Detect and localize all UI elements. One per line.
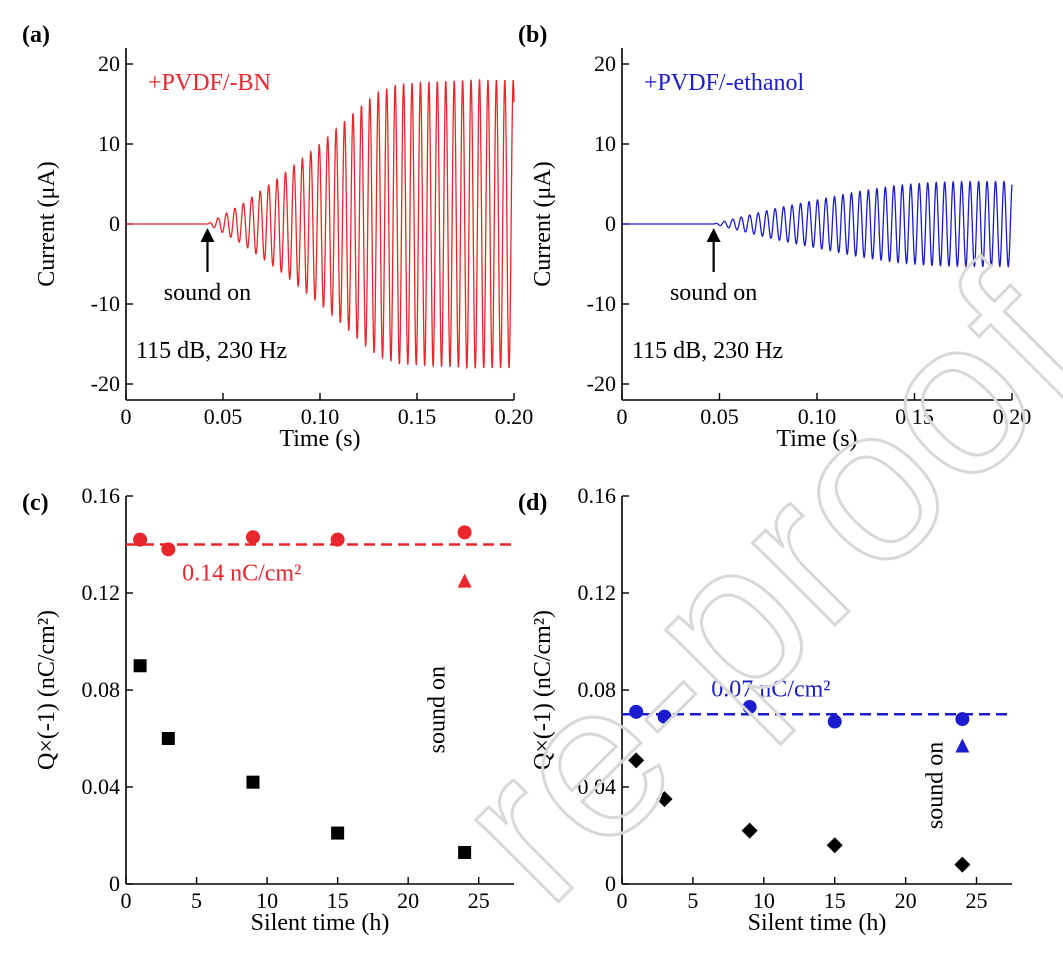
y-axis-label: Current (μA) xyxy=(34,161,60,287)
reference-label: 0.07 nC/cm² xyxy=(711,676,830,702)
data-point-diamond xyxy=(741,822,758,839)
data-point-circle xyxy=(955,712,970,727)
x-axis-label: Silent time (h) xyxy=(251,910,390,936)
data-point-circle xyxy=(657,709,672,724)
y-tick-label: 0.12 xyxy=(82,580,121,605)
data-point-square xyxy=(161,732,175,745)
current-trace xyxy=(126,78,515,370)
x-tick-label: 15 xyxy=(824,888,846,913)
x-tick-label: 0.10 xyxy=(798,404,837,429)
x-axis-label: Time (s) xyxy=(279,426,360,452)
panel-label: (b) xyxy=(518,22,547,48)
y-tick-label: 0.04 xyxy=(578,774,617,799)
sound-on-label: sound on xyxy=(670,280,757,306)
sound-on-arrowhead xyxy=(200,228,215,242)
x-tick-label: 0 xyxy=(617,888,628,913)
y-tick-label: -10 xyxy=(91,291,120,316)
x-tick-label: 10 xyxy=(753,888,775,913)
panel-a: (a) 0 0.05 0.10 0.15 0.20 -20 -10 0 10 20 Time (s) C… xyxy=(22,22,533,452)
y-tick-label: 20 xyxy=(98,51,120,76)
y-tick-label: 0.16 xyxy=(82,483,121,508)
series-label: +PVDF/-ethanol xyxy=(644,70,805,96)
y-tick-label: -10 xyxy=(587,291,616,316)
data-point-diamond xyxy=(954,856,971,873)
panel-d: (d) 0 5 10 15 20 25 0 0.04 0.08 0.12 0.16 Silent tim… xyxy=(518,483,1012,936)
sound-on-arrowhead xyxy=(955,738,970,753)
data-point-circle xyxy=(629,704,644,719)
x-tick-label: 0 xyxy=(121,404,132,429)
x-tick-label: 0.05 xyxy=(700,404,739,429)
data-point-diamond xyxy=(656,791,673,808)
y-tick-label: 20 xyxy=(594,51,616,76)
data-point-square xyxy=(246,775,260,789)
data-point-square xyxy=(331,826,345,840)
x-axis-label: Time (s) xyxy=(776,426,857,452)
x-tick-label: 0.20 xyxy=(993,404,1032,429)
condition-label: 115 dB, 230 Hz xyxy=(632,338,783,364)
sound-on-label: sound on xyxy=(922,742,948,829)
x-tick-label: 20 xyxy=(895,888,917,913)
data-point-circle xyxy=(161,542,176,557)
reference-label: 0.14 nC/cm² xyxy=(182,561,301,587)
y-tick-label: 10 xyxy=(98,131,120,156)
data-point-circle xyxy=(457,525,472,540)
panel-label: (c) xyxy=(22,490,49,516)
y-tick-label: 0.04 xyxy=(82,774,121,799)
x-tick-label: 0.20 xyxy=(495,404,534,429)
data-point-circle xyxy=(742,699,757,714)
sound-on-arrowhead xyxy=(457,573,472,588)
sound-on-arrowhead xyxy=(706,228,721,242)
x-tick-label: 25 xyxy=(468,888,490,913)
y-tick-label: 10 xyxy=(594,131,616,156)
current-trace xyxy=(622,180,1013,268)
data-point-square xyxy=(133,659,147,673)
series-label: +PVDF/-BN xyxy=(148,70,271,96)
x-tick-label: 0.05 xyxy=(204,404,243,429)
y-tick-label: 0.16 xyxy=(578,483,617,508)
x-tick-label: 0 xyxy=(617,404,628,429)
x-tick-label: 5 xyxy=(191,888,202,913)
y-tick-label: 0 xyxy=(605,211,616,236)
panel-label: (d) xyxy=(518,490,547,516)
x-tick-label: 20 xyxy=(397,888,419,913)
y-tick-label: 0.12 xyxy=(578,580,617,605)
y-tick-label: 0.08 xyxy=(82,677,121,702)
x-tick-label: 0.15 xyxy=(895,404,934,429)
panel-c: (c) 0 5 10 15 20 25 0 0.04 0.08 0.12 0.16 Silent tim… xyxy=(22,483,514,936)
x-tick-label: 10 xyxy=(256,888,278,913)
panel-label: (a) xyxy=(22,22,50,48)
y-axis-label: Q×(-1) (nC/cm²) xyxy=(34,610,60,770)
sound-on-label: sound on xyxy=(425,666,451,753)
data-point-diamond xyxy=(826,837,843,854)
y-tick-label: 0.08 xyxy=(578,677,617,702)
data-point-square xyxy=(458,845,472,859)
condition-label: 115 dB, 230 Hz xyxy=(136,338,287,364)
y-tick-label: 0 xyxy=(605,871,616,896)
x-axis-label: Silent time (h) xyxy=(748,910,887,936)
y-axis-label: Q×(-1) (nC/cm²) xyxy=(530,610,556,770)
x-tick-label: 0.10 xyxy=(301,404,340,429)
x-tick-label: 0.15 xyxy=(398,404,437,429)
x-tick-label: 0 xyxy=(121,888,132,913)
sound-on-label: sound on xyxy=(164,280,251,306)
y-axis-label: Current (μA) xyxy=(530,161,556,287)
y-tick-label: 0 xyxy=(109,211,120,236)
x-tick-label: 15 xyxy=(327,888,349,913)
data-point-circle xyxy=(330,532,345,547)
x-tick-label: 25 xyxy=(966,888,988,913)
data-point-circle xyxy=(133,532,148,547)
panel-b: (b) 0 0.05 0.10 0.15 0.20 -20 -10 0 10 20 Time (s) C… xyxy=(518,22,1031,452)
y-tick-label: -20 xyxy=(587,371,616,396)
data-point-circle xyxy=(827,714,842,729)
y-tick-label: -20 xyxy=(91,371,120,396)
data-point-circle xyxy=(245,530,260,545)
x-tick-label: 5 xyxy=(687,888,698,913)
data-point-diamond xyxy=(628,752,645,769)
y-tick-label: 0 xyxy=(109,871,120,896)
